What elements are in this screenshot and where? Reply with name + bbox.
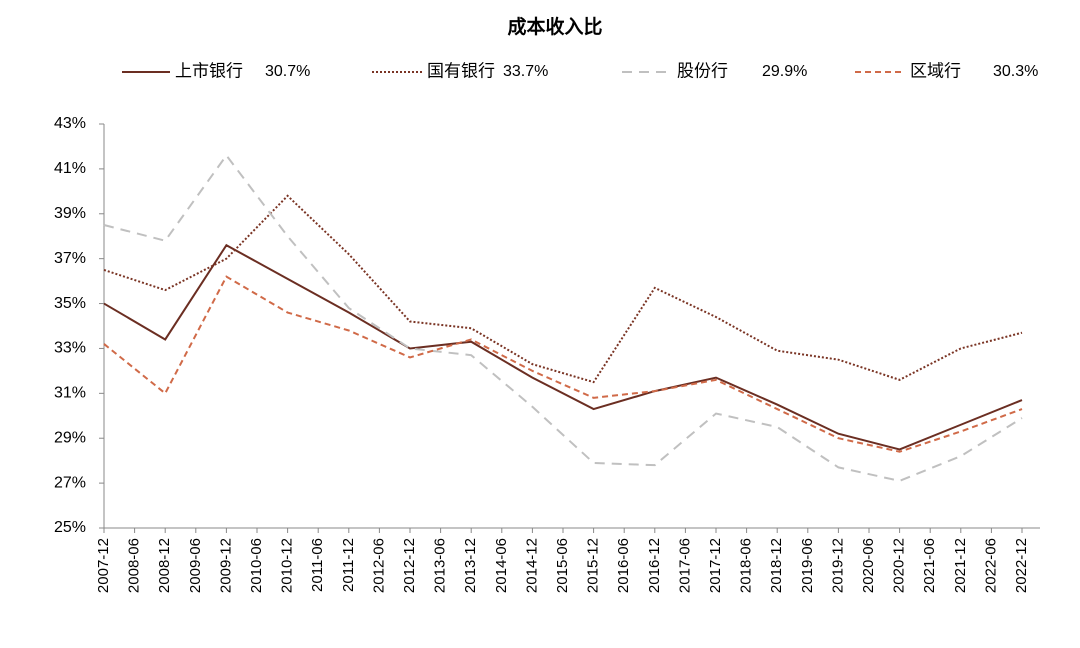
- x-tick-label: 2016-06: [615, 538, 632, 593]
- x-tick-label: 2011-06: [309, 538, 326, 592]
- series-line: [103, 275, 1023, 453]
- x-tick-label: 2009-12: [217, 538, 234, 593]
- x-tick-label: 2021-06: [921, 538, 938, 593]
- x-tick-label: 2013-06: [432, 538, 449, 593]
- y-tick-label: 41%: [54, 160, 86, 177]
- x-tick-label: 2017-06: [676, 538, 693, 593]
- legend-value: 33.7%: [503, 63, 548, 80]
- x-tick-label: 2017-12: [707, 538, 724, 593]
- x-tick-label: 2021-12: [952, 538, 969, 593]
- x-tick-label: 2013-12: [462, 538, 479, 593]
- x-tick-label: 2022-12: [1013, 538, 1030, 593]
- x-tick-label: 2009-06: [187, 538, 204, 593]
- legend-label: 股份行: [677, 61, 728, 80]
- x-tick-label: 2011-12: [340, 538, 357, 592]
- y-tick-label: 37%: [54, 250, 86, 267]
- x-tick-label: 2014-06: [493, 538, 510, 593]
- series-line: [103, 243, 1023, 451]
- x-tick-label: 2008-06: [126, 538, 143, 593]
- x-tick-label: 2016-12: [646, 538, 663, 593]
- chart-title: 成本收入比: [507, 15, 602, 38]
- legend-label: 国有银行: [427, 61, 495, 80]
- x-tick-label: 2007-12: [95, 538, 112, 593]
- legend-value: 29.9%: [762, 63, 807, 80]
- y-tick-label: 39%: [54, 205, 86, 222]
- x-tick-label: 2018-06: [738, 538, 755, 593]
- x-tick-label: 2012-06: [370, 538, 387, 593]
- x-tick-label: 2020-12: [891, 538, 908, 593]
- x-tick-label: 2019-12: [829, 538, 846, 593]
- x-tick-label: 2008-12: [156, 538, 173, 593]
- y-tick-label: 31%: [54, 385, 86, 402]
- y-tick-label: 25%: [54, 519, 86, 536]
- y-tick-label: 27%: [54, 474, 86, 491]
- x-tick-label: 2010-12: [279, 538, 296, 593]
- x-tick-label: 2019-06: [799, 538, 816, 593]
- x-tick-label: 2010-06: [248, 538, 265, 593]
- y-tick-label: 33%: [54, 340, 86, 357]
- legend-label: 上市银行: [175, 61, 243, 80]
- legend-value: 30.3%: [993, 63, 1038, 80]
- x-tick-label: 2014-12: [523, 538, 540, 593]
- x-tick-label: 2020-06: [860, 538, 877, 593]
- x-tick-label: 2018-12: [768, 538, 785, 593]
- series-line: [103, 194, 1023, 384]
- y-tick-label: 43%: [54, 115, 86, 132]
- x-tick-label: 2015-06: [554, 538, 571, 593]
- y-tick-label: 29%: [54, 429, 86, 446]
- y-tick-label: 35%: [54, 295, 86, 312]
- legend-label: 区域行: [910, 61, 961, 80]
- legend-value: 30.7%: [265, 63, 310, 80]
- x-tick-label: 2012-12: [401, 538, 418, 593]
- series-line: [103, 153, 1023, 482]
- x-tick-label: 2022-06: [982, 538, 999, 593]
- x-tick-label: 2015-12: [585, 538, 602, 593]
